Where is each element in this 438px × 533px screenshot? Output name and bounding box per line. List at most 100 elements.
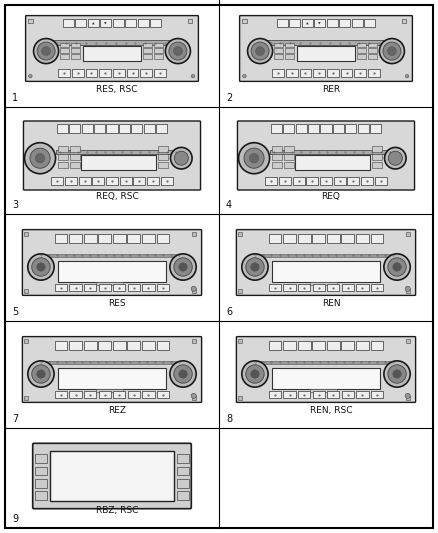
Bar [356,391,369,398]
Text: REN: REN [321,299,340,308]
Bar [265,177,277,185]
Bar [283,341,296,350]
Bar [327,69,339,77]
Bar [272,146,282,152]
Bar [75,19,86,27]
Bar [131,125,142,133]
Bar [94,125,105,133]
FancyBboxPatch shape [22,337,201,402]
Bar [308,125,319,133]
Bar [51,177,63,185]
Circle shape [35,154,45,163]
Bar [342,284,354,292]
Bar [406,232,410,236]
Bar [127,233,140,243]
Bar [113,19,124,27]
Bar [290,19,300,27]
Text: 6: 6 [226,307,232,317]
Bar [158,154,168,160]
Bar [144,49,152,53]
Circle shape [246,258,264,276]
Circle shape [388,365,406,383]
Text: 4: 4 [226,200,232,210]
Circle shape [42,47,50,55]
Text: REQ: REQ [321,192,340,201]
Bar [156,125,167,133]
Bar [192,232,196,236]
Circle shape [166,38,191,63]
Bar [342,233,354,243]
Bar [125,19,136,27]
Circle shape [37,263,45,271]
Bar [357,49,366,53]
Bar [333,125,344,133]
Bar [341,69,352,77]
Bar [268,233,282,243]
Bar [58,154,68,160]
Bar [58,69,70,77]
Circle shape [405,74,409,78]
Bar [113,341,126,350]
Circle shape [243,74,246,78]
Text: ▼: ▼ [104,21,107,25]
Bar [84,391,96,398]
FancyBboxPatch shape [24,121,201,190]
Bar [361,177,373,185]
Bar [144,54,152,59]
Bar [192,396,196,400]
Bar [141,69,152,77]
Bar [406,396,410,400]
Bar [265,41,388,45]
Bar [274,49,283,53]
Bar [157,284,169,292]
Circle shape [249,154,259,163]
Bar [127,284,140,292]
Bar [295,155,371,171]
Bar [142,233,155,243]
Bar [252,254,400,257]
Bar [252,361,400,364]
Bar [284,146,294,152]
Bar [372,154,382,160]
Bar [138,19,148,27]
Circle shape [385,148,406,169]
Bar [88,19,99,27]
Bar [119,125,130,133]
Circle shape [251,263,259,271]
Bar [277,19,288,27]
Bar [127,69,138,77]
Bar [69,391,82,398]
Bar [406,289,410,293]
Circle shape [405,393,410,398]
Bar [113,233,126,243]
Circle shape [169,42,187,60]
Circle shape [170,148,192,169]
Text: 2: 2 [226,93,232,103]
Bar [84,284,96,292]
Bar [320,177,332,185]
Bar [283,125,294,133]
Bar [99,284,111,292]
Circle shape [242,254,268,280]
Bar [95,282,123,285]
Circle shape [239,143,269,174]
Circle shape [251,370,259,378]
Bar [65,177,77,185]
Bar [63,19,74,27]
Text: RER: RER [322,85,340,94]
Text: REZ: REZ [108,406,126,415]
Bar [144,43,152,47]
Bar [58,162,68,168]
FancyBboxPatch shape [237,337,416,402]
Bar [368,69,380,77]
FancyBboxPatch shape [237,121,414,190]
Bar [334,177,346,185]
Circle shape [170,254,196,280]
Circle shape [244,148,264,168]
Bar [310,282,337,285]
Bar [24,396,28,400]
Bar [327,391,339,398]
Circle shape [256,47,265,55]
Bar [95,389,123,392]
Bar [274,54,283,59]
